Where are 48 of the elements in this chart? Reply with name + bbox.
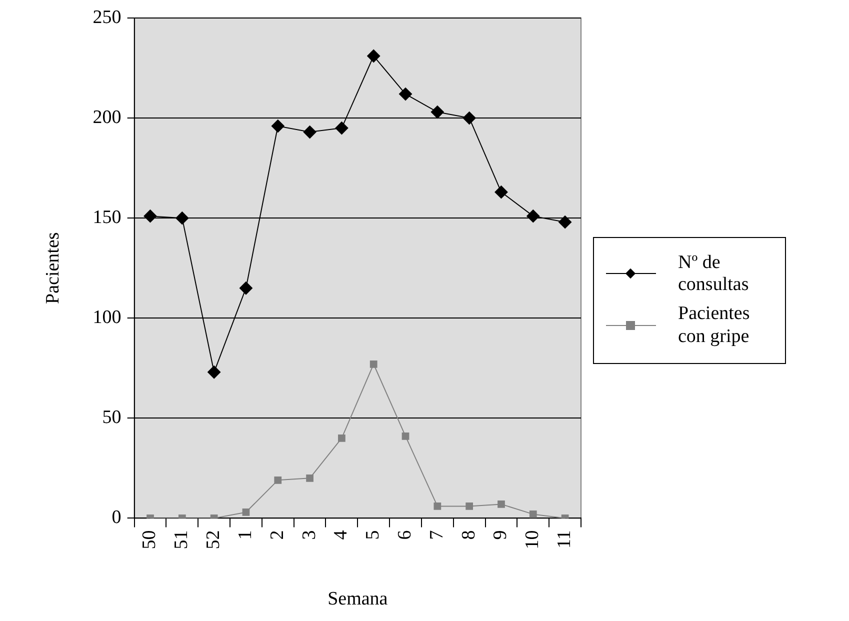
y-tick-label: 50	[102, 407, 122, 428]
point	[367, 50, 380, 63]
x-tick-label: 5	[362, 530, 384, 540]
point	[462, 112, 476, 125]
point	[208, 366, 221, 379]
point	[239, 282, 252, 295]
x-tick-label: 1	[234, 530, 256, 540]
point	[430, 106, 444, 119]
x-tick-label: 10	[522, 530, 544, 550]
point	[144, 210, 157, 223]
x-tick-label: 8	[458, 530, 480, 540]
x-tick-label: 50	[139, 530, 160, 550]
point	[303, 126, 316, 139]
x-tick-label: 51	[171, 530, 192, 550]
x-tick-label: 2	[266, 530, 288, 540]
y-tick-label: 150	[92, 207, 122, 228]
x-tick-label: 7	[426, 530, 448, 540]
point	[335, 122, 348, 135]
y-axis-title: Pacientes	[42, 232, 64, 304]
point	[466, 502, 474, 510]
point	[274, 476, 282, 484]
point	[242, 508, 250, 516]
point	[271, 120, 284, 133]
x-tick-label: 52	[203, 530, 224, 550]
point	[498, 500, 505, 508]
point	[176, 212, 189, 225]
y-tick-label: 200	[92, 107, 122, 128]
point	[338, 434, 346, 442]
y-tick-label: 250	[92, 6, 122, 28]
point	[558, 216, 572, 229]
point	[370, 360, 378, 368]
x-tick-label: 3	[298, 530, 320, 540]
point	[434, 502, 442, 510]
point	[306, 474, 314, 482]
legend-label: Pacientes con gripe	[678, 303, 751, 349]
point	[494, 186, 508, 199]
x-axis-title: Semana	[328, 588, 388, 610]
y-tick-label: 0	[112, 507, 122, 528]
legend-label: Nº de consultas	[678, 252, 750, 298]
point	[402, 432, 410, 440]
point	[529, 510, 537, 518]
x-tick-label: 6	[394, 530, 416, 540]
point	[526, 210, 540, 223]
y-tick-label: 100	[92, 307, 122, 328]
x-tick-label: 9	[490, 530, 512, 540]
x-tick-label: 11	[554, 530, 576, 548]
point	[399, 88, 412, 101]
x-tick-label: 4	[330, 530, 352, 540]
